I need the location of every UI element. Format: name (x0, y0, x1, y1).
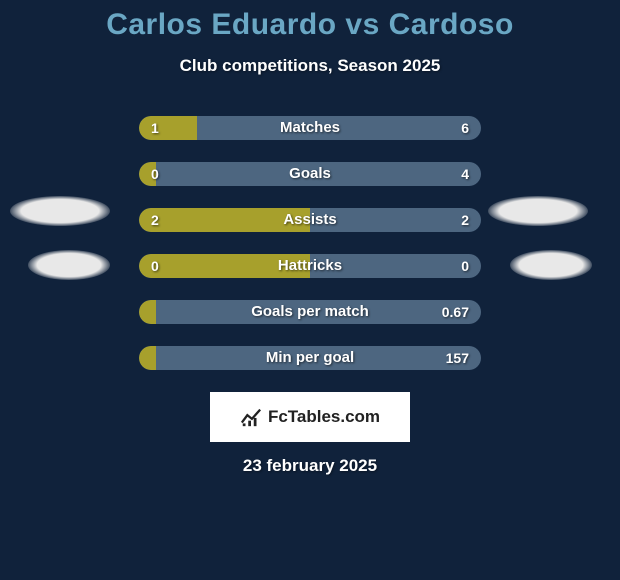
stat-right-value: 0.67 (442, 300, 469, 324)
stat-bar: Min per goal157 (139, 346, 481, 370)
stat-bar: 1Matches6 (139, 116, 481, 140)
avatar-shadow (10, 196, 110, 226)
stat-right-value: 2 (461, 208, 469, 232)
chart-icon (240, 406, 262, 428)
page-subtitle: Club competitions, Season 2025 (0, 56, 620, 76)
stat-right-value: 6 (461, 116, 469, 140)
stat-bar: 0Goals4 (139, 162, 481, 186)
stat-label: Assists (139, 208, 481, 232)
stat-label: Matches (139, 116, 481, 140)
avatar-shadow (28, 250, 110, 280)
avatar-shadow (488, 196, 588, 226)
stat-right-value: 157 (446, 346, 469, 370)
comparison-card: Carlos Eduardo vs Cardoso Club competiti… (0, 0, 620, 580)
fctables-badge: FcTables.com (210, 392, 410, 442)
stat-label: Goals (139, 162, 481, 186)
stat-bars: 1Matches60Goals42Assists20Hattricks0Goal… (139, 116, 481, 370)
stat-bar: 0Hattricks0 (139, 254, 481, 278)
stat-bar: 2Assists2 (139, 208, 481, 232)
avatar-shadow (510, 250, 592, 280)
badge-label: FcTables.com (268, 407, 380, 427)
footer-date: 23 february 2025 (0, 456, 620, 476)
stat-label: Hattricks (139, 254, 481, 278)
stat-bar: Goals per match0.67 (139, 300, 481, 324)
stat-label: Goals per match (139, 300, 481, 324)
stat-right-value: 0 (461, 254, 469, 278)
stat-right-value: 4 (461, 162, 469, 186)
page-title: Carlos Eduardo vs Cardoso (0, 0, 620, 42)
stat-label: Min per goal (139, 346, 481, 370)
